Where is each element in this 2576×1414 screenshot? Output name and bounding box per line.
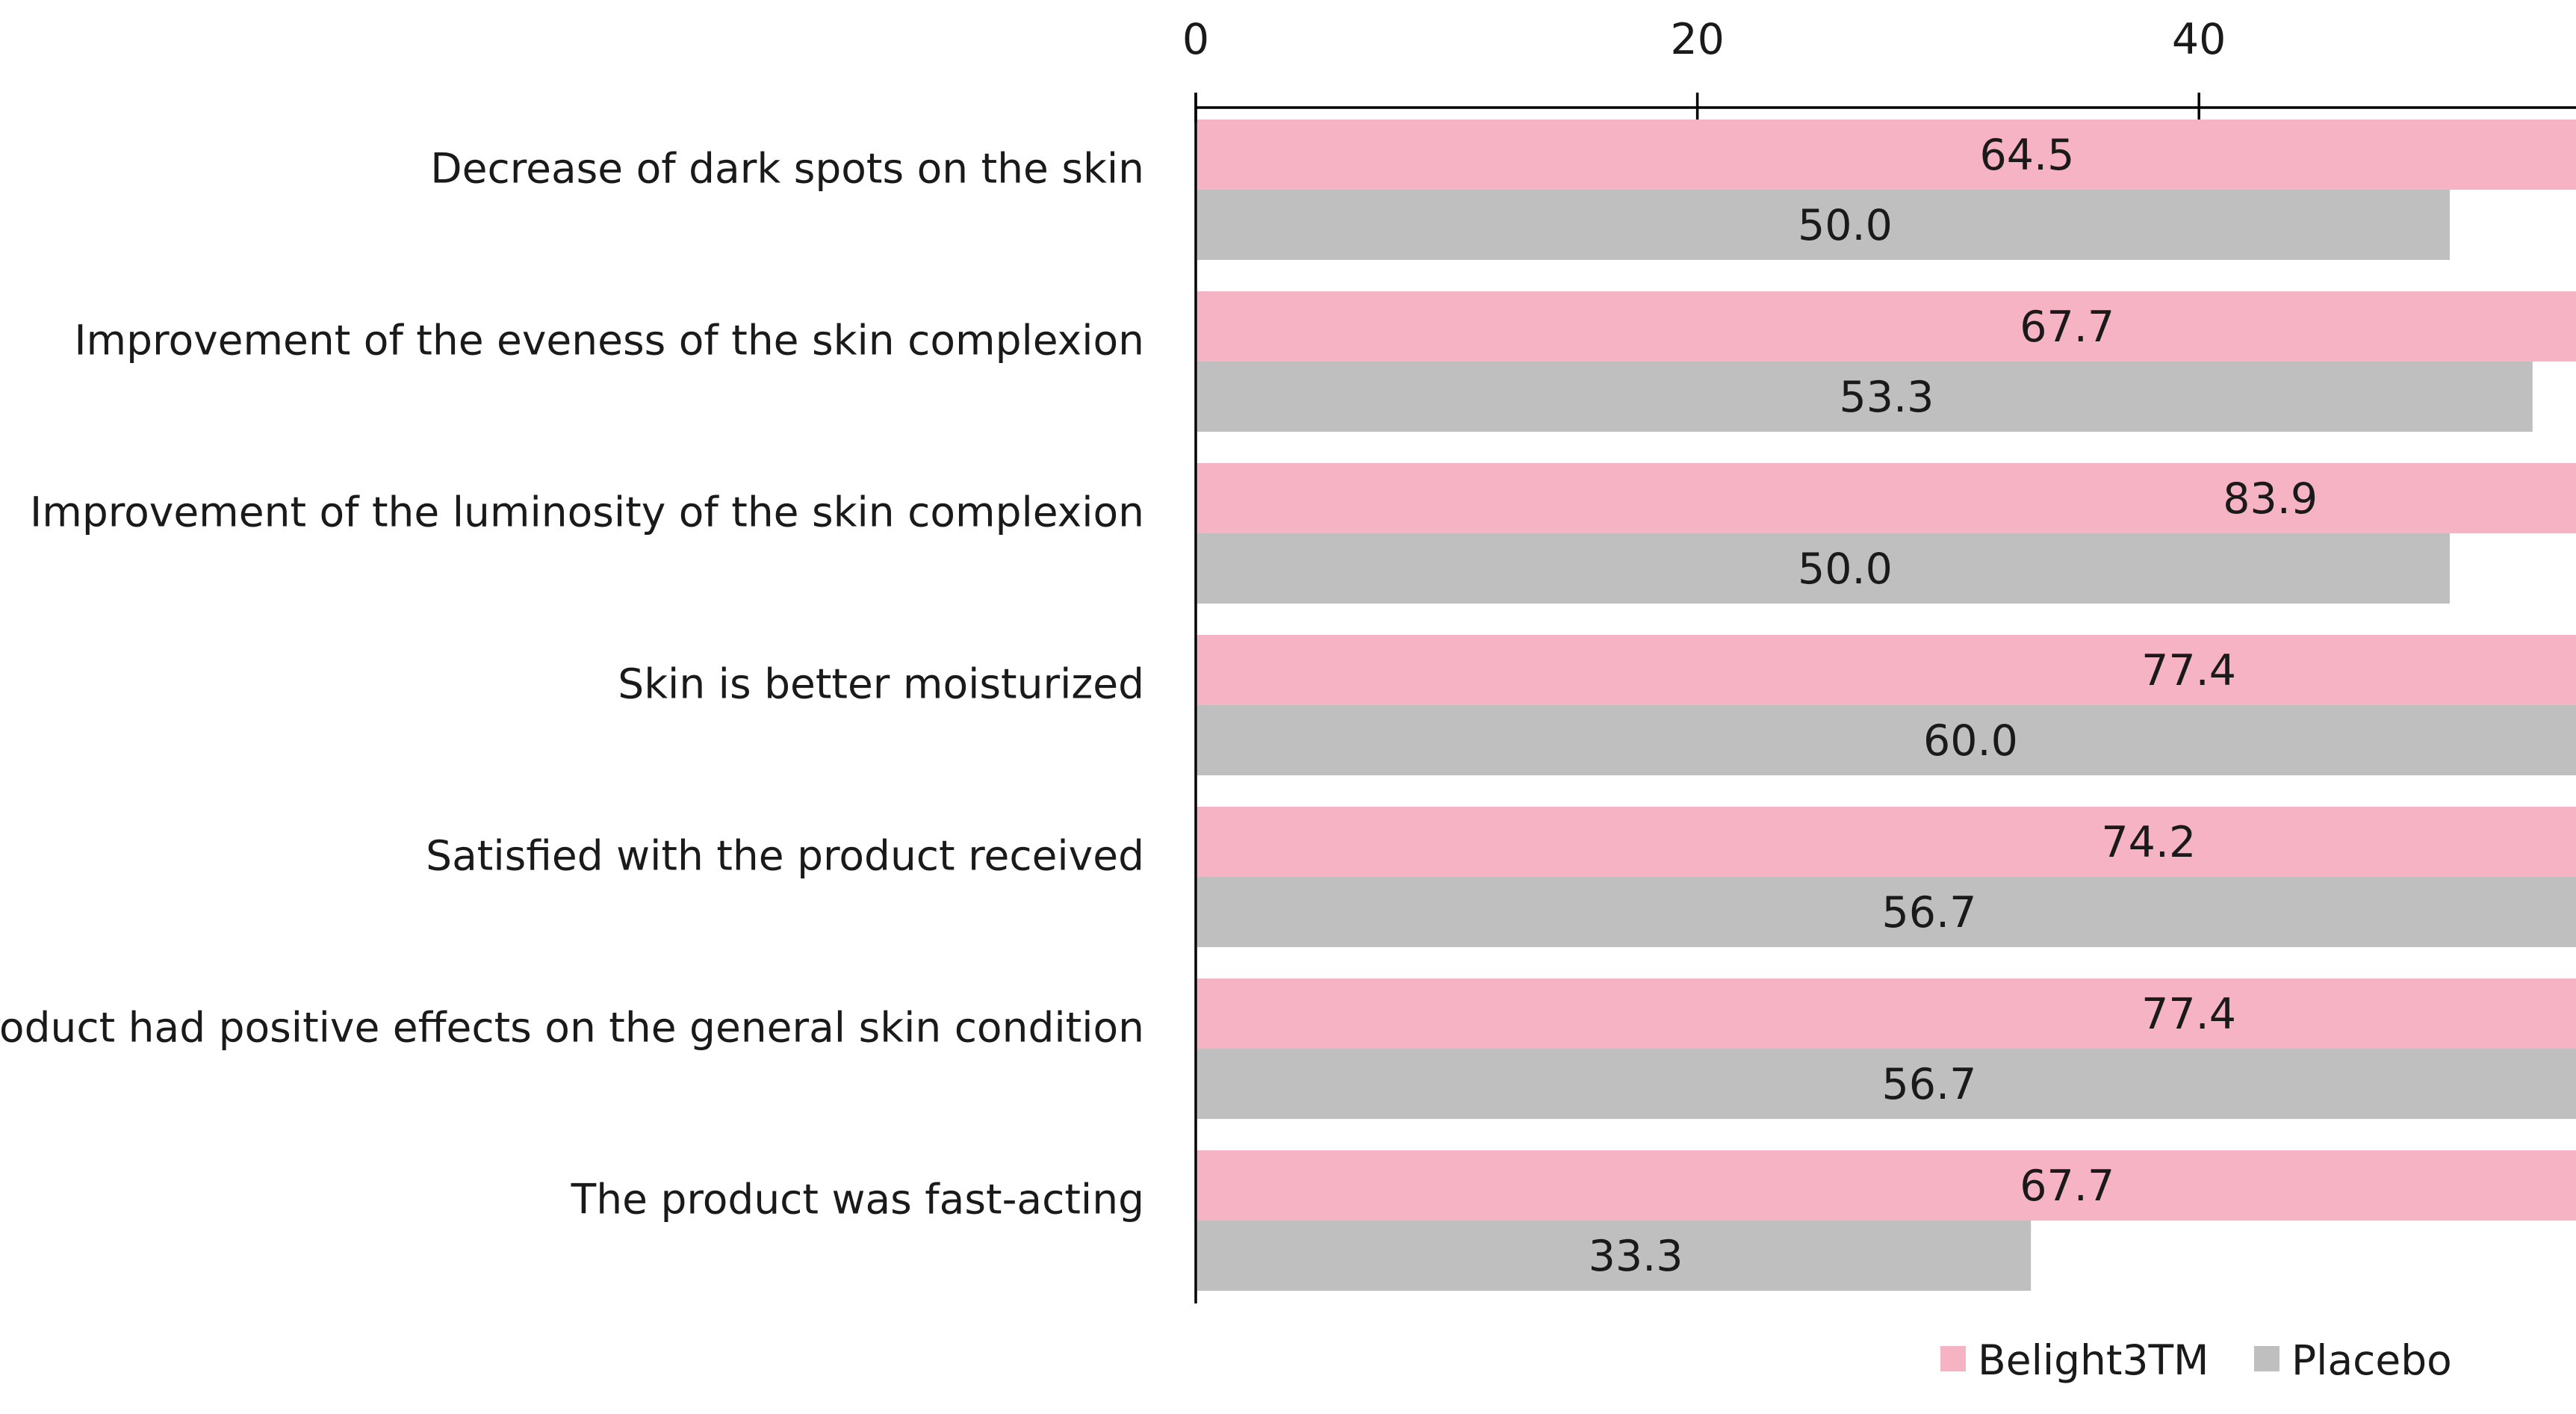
bar-placebo: [1197, 533, 2450, 604]
data-label: 50.0: [1798, 545, 1893, 594]
category-labels: Decrease of dark spots on the skin Improv…: [0, 145, 1144, 1224]
data-label: 33.3: [1589, 1232, 1683, 1281]
bar-placebo: [1197, 190, 2450, 260]
category-label: The product was fast-acting: [571, 1176, 1144, 1224]
data-label: 53.3: [1839, 373, 1934, 422]
legend-label: Placebo: [2291, 1336, 2452, 1384]
category-label: The product had positive effects on the …: [0, 1004, 1144, 1052]
category-label: Improvement of the eveness of the skin c…: [74, 317, 1144, 365]
bar-placebo: [1197, 877, 2576, 947]
x-axis: 020406080100%: [1182, 15, 2576, 1303]
category-label: Satisfied with the product received: [426, 832, 1144, 880]
x-tick-label: 0: [1182, 15, 1209, 64]
bar-belight3tm: [1197, 291, 2576, 362]
data-label: 64.5: [1979, 131, 2074, 180]
data-label: 67.7: [2020, 303, 2114, 352]
bar-placebo: [1197, 1221, 2032, 1291]
x-tick-label: 20: [1670, 15, 1725, 64]
legend: Belight3TM Placebo: [1940, 1336, 2452, 1384]
bar-belight3tm: [1197, 120, 2576, 190]
bar-placebo: [1197, 705, 2576, 775]
data-label: 74.2: [2101, 818, 2196, 867]
data-label: 77.4: [2141, 990, 2236, 1039]
bars: 64.5 50.0 67.7 53.3 83.9 50.0 77.4 60.0 74.2 56.7…: [1197, 120, 2576, 1291]
category-label: Decrease of dark spots on the skin: [430, 145, 1144, 193]
data-label: 60.0: [1923, 716, 2018, 766]
data-label: 77.4: [2141, 646, 2236, 695]
bar-belight3tm: [1197, 463, 2576, 533]
data-label: 50.0: [1798, 201, 1893, 250]
data-label: 83.9: [2223, 474, 2318, 524]
bar-belight3tm: [1197, 979, 2576, 1049]
bar-belight3tm: [1197, 1150, 2576, 1221]
legend-swatch-placebo: [2254, 1346, 2279, 1371]
bar-placebo: [1197, 1049, 2576, 1119]
data-label: 56.7: [1882, 1060, 1977, 1109]
x-tick-label: 40: [2172, 15, 2226, 64]
data-label: 56.7: [1882, 888, 1977, 937]
data-label: 67.7: [2020, 1162, 2114, 1211]
legend-swatch-belight3tm: [1940, 1346, 1966, 1371]
category-label: Skin is better moisturized: [618, 660, 1144, 708]
bar-belight3tm: [1197, 635, 2576, 705]
bar-belight3tm: [1197, 807, 2576, 877]
category-label: Improvement of the luminosity of the ski…: [30, 489, 1144, 536]
bar-placebo: [1197, 362, 2533, 432]
legend-label: Belight3TM: [1978, 1336, 2209, 1384]
